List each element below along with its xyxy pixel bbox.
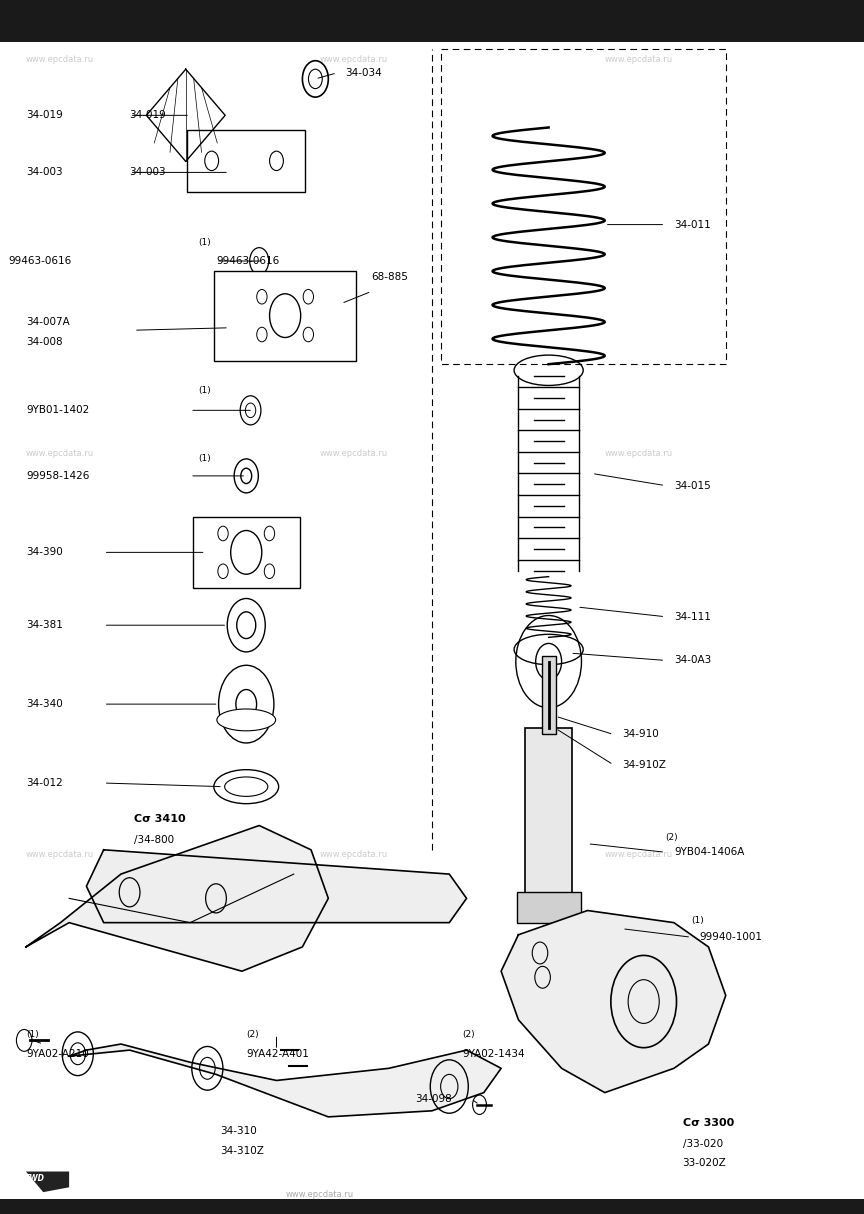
Text: www.epcdata.ru: www.epcdata.ru (286, 1190, 353, 1199)
Text: 99463-0616: 99463-0616 (9, 256, 72, 266)
FancyBboxPatch shape (542, 656, 556, 734)
FancyBboxPatch shape (187, 130, 305, 192)
Text: 34-019: 34-019 (26, 110, 63, 120)
Text: (2): (2) (665, 833, 678, 843)
Text: www.epcdata.ru: www.epcdata.ru (320, 449, 388, 458)
Text: www.epcdata.ru: www.epcdata.ru (26, 449, 94, 458)
Text: 34-310Z: 34-310Z (220, 1146, 264, 1156)
Text: www.epcdata.ru: www.epcdata.ru (26, 850, 94, 858)
Text: Cσ 3300: Cσ 3300 (683, 1118, 734, 1128)
Ellipse shape (217, 709, 276, 731)
Text: (1): (1) (691, 915, 704, 925)
Text: 34-003: 34-003 (130, 168, 166, 177)
Text: www.epcdata.ru: www.epcdata.ru (26, 55, 94, 63)
Text: (2): (2) (462, 1029, 475, 1039)
Text: 33-020Z: 33-020Z (683, 1158, 727, 1168)
Text: 34-007A: 34-007A (26, 317, 70, 327)
Text: 99463-0616: 99463-0616 (216, 256, 279, 266)
Text: 34-381: 34-381 (26, 620, 63, 630)
FancyBboxPatch shape (525, 728, 572, 898)
Text: 34-910: 34-910 (622, 730, 659, 739)
Text: 34-390: 34-390 (26, 548, 63, 557)
Text: www.epcdata.ru: www.epcdata.ru (605, 449, 673, 458)
Text: 34-910Z: 34-910Z (622, 760, 666, 770)
Ellipse shape (514, 634, 583, 665)
Text: 34-111: 34-111 (674, 612, 711, 622)
FancyBboxPatch shape (517, 892, 581, 923)
Polygon shape (26, 1172, 69, 1192)
Text: 99958-1426: 99958-1426 (26, 471, 89, 481)
Polygon shape (501, 910, 726, 1093)
Text: 34-0A3: 34-0A3 (674, 656, 711, 665)
Text: (1): (1) (199, 454, 212, 464)
Text: 34-008: 34-008 (26, 337, 62, 347)
FancyBboxPatch shape (193, 517, 300, 588)
Text: 34-011: 34-011 (674, 220, 711, 229)
Ellipse shape (213, 770, 278, 804)
Text: 68-885: 68-885 (372, 272, 409, 282)
Text: (2): (2) (246, 1029, 259, 1039)
Text: (1): (1) (26, 1029, 39, 1039)
Ellipse shape (514, 356, 583, 386)
Text: www.epcdata.ru: www.epcdata.ru (320, 55, 388, 63)
Text: 99940-1001: 99940-1001 (700, 932, 763, 942)
Text: FWD: FWD (24, 1174, 45, 1184)
Text: www.epcdata.ru: www.epcdata.ru (605, 55, 673, 63)
Text: 9YA42-A401: 9YA42-A401 (246, 1049, 309, 1059)
FancyBboxPatch shape (0, 1199, 864, 1214)
Text: 9YB01-1402: 9YB01-1402 (26, 405, 89, 415)
Text: www.epcdata.ru: www.epcdata.ru (605, 850, 673, 858)
Text: (1): (1) (199, 238, 212, 248)
Text: /34-800: /34-800 (134, 835, 174, 845)
FancyBboxPatch shape (214, 271, 356, 361)
Text: 34-340: 34-340 (26, 699, 63, 709)
Text: /33-020: /33-020 (683, 1139, 722, 1148)
Text: Cσ 3410: Cσ 3410 (134, 815, 186, 824)
Text: 34-015: 34-015 (674, 481, 711, 490)
Text: 9YA02-A210: 9YA02-A210 (26, 1049, 89, 1059)
Text: 34-019: 34-019 (130, 110, 167, 120)
Text: 34-098: 34-098 (415, 1094, 452, 1104)
Text: 34-034: 34-034 (346, 68, 383, 78)
Text: 34-310: 34-310 (220, 1127, 257, 1136)
Ellipse shape (225, 777, 268, 796)
Text: 34-012: 34-012 (26, 778, 63, 788)
FancyBboxPatch shape (0, 0, 864, 42)
Text: (1): (1) (199, 386, 212, 396)
Text: 9YB04-1406A: 9YB04-1406A (674, 847, 744, 857)
Text: 34-003: 34-003 (26, 168, 62, 177)
Text: www.epcdata.ru: www.epcdata.ru (320, 850, 388, 858)
Polygon shape (86, 850, 467, 923)
Text: 9YA02-1434: 9YA02-1434 (462, 1049, 524, 1059)
Polygon shape (69, 1044, 501, 1117)
Polygon shape (26, 826, 328, 971)
